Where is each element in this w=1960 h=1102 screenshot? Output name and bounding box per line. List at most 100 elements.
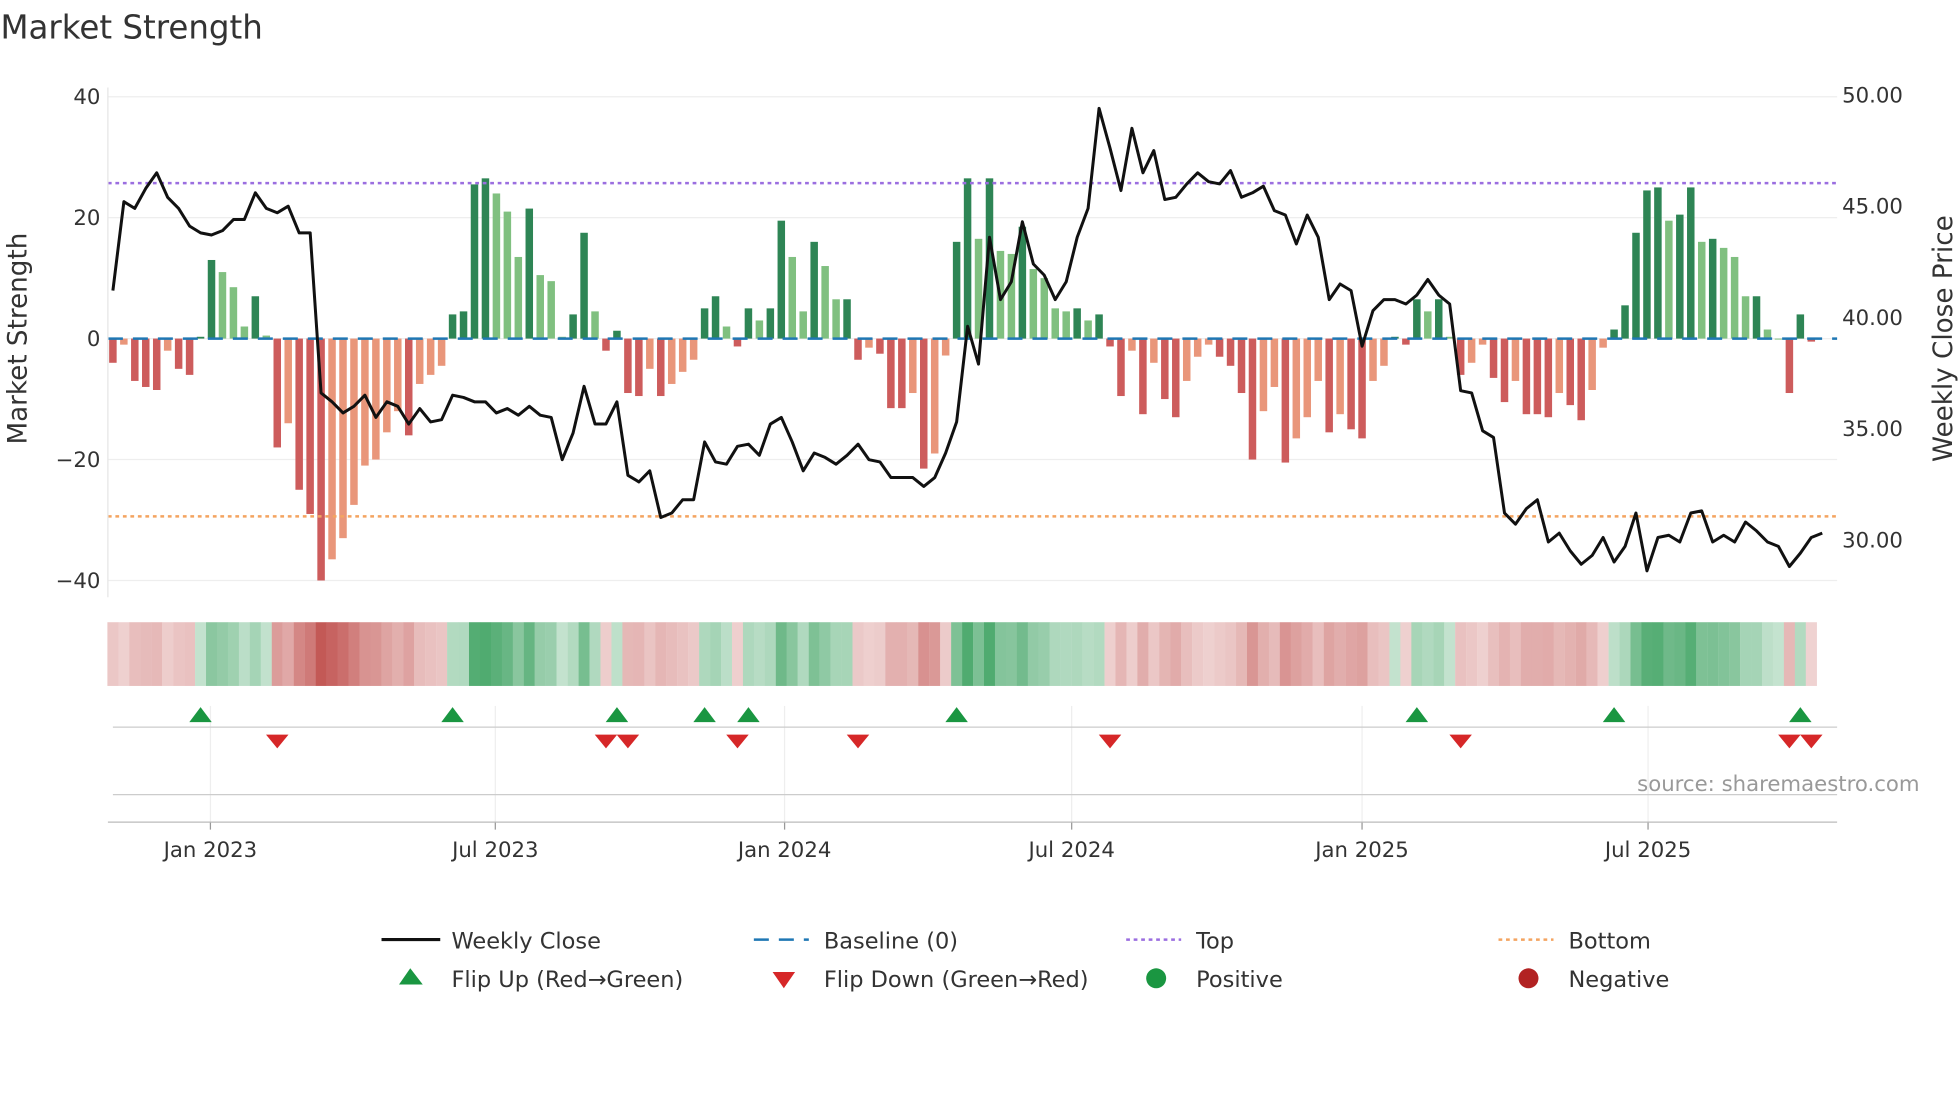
strength-bar [1226, 338, 1235, 366]
chart-title: Market Strength [0, 9, 262, 47]
strength-bar [985, 178, 994, 339]
flip-down-triangle-icon [772, 972, 796, 989]
strength-bar [1730, 256, 1739, 339]
heatmap-cell [1641, 622, 1653, 686]
strength-bar [1062, 311, 1070, 339]
strength-bar [152, 338, 161, 390]
heatmap-cell [173, 622, 185, 686]
strength-bar [295, 338, 303, 490]
heatmap-cell [1104, 622, 1116, 686]
heatmap-cell [162, 622, 174, 686]
heatmap-cell [1334, 622, 1346, 686]
heatmap-cell [1290, 622, 1302, 686]
heatmap-cell [304, 622, 316, 686]
heatmap-cell [414, 622, 426, 686]
heatmap-cell [874, 622, 886, 686]
strength-bar [174, 338, 183, 369]
heatmap-cell [195, 622, 207, 686]
strength-bar [459, 311, 468, 339]
strength-bar [920, 338, 928, 469]
heatmap-cell [1751, 622, 1763, 686]
heatmap-cell [1740, 622, 1752, 686]
strength-bar [229, 287, 238, 339]
heatmap-cell [852, 622, 864, 686]
heatmap-cell [600, 622, 612, 686]
strength-bar [667, 338, 676, 384]
strength-bar [909, 338, 917, 394]
heatmap-cell [479, 622, 492, 686]
heatmap-cell [1542, 622, 1554, 686]
heatmap-cell [1674, 622, 1686, 686]
heatmap-cell [1192, 622, 1204, 686]
y-tick-label: 40 [73, 85, 100, 110]
legend-bottom[interactable]: Bottom [1568, 928, 1650, 954]
heatmap-cell [1016, 622, 1028, 686]
strength-bar [284, 338, 292, 424]
strength-bar [394, 338, 402, 412]
heatmap-cell [315, 622, 327, 686]
legend-baseline[interactable]: Baseline (0) [824, 928, 958, 954]
heatmap-cell [458, 622, 470, 686]
heatmap-cell [1225, 622, 1237, 686]
legend-weekly-close[interactable]: Weekly Close [451, 928, 600, 954]
heatmap-cell [797, 622, 809, 686]
flip-up-marker [693, 707, 716, 723]
heatmap-cell [1696, 622, 1708, 686]
heatmap-cell [721, 622, 733, 686]
heatmap-cell [1301, 622, 1313, 686]
heatmap-cell [1246, 622, 1259, 686]
strength-bar [1347, 338, 1355, 430]
strength-bar [306, 338, 314, 514]
heatmap-cell [1126, 622, 1138, 686]
heatmap-cell [523, 622, 535, 686]
heatmap-cell [589, 622, 601, 686]
heatmap-cell [1389, 622, 1401, 686]
strength-bar [832, 299, 840, 339]
heatmap-cell [1729, 622, 1741, 686]
heatmap-cell [699, 622, 711, 686]
heatmap-cell [1082, 622, 1094, 686]
x-tick-label: Jul 2025 [1603, 838, 1691, 863]
strength-bar [1632, 232, 1640, 339]
strength-bar [1665, 220, 1673, 339]
strength-bar [963, 178, 972, 339]
strength-bar [646, 338, 654, 369]
heatmap-cell [403, 622, 415, 686]
heatmap-cell [1159, 622, 1171, 686]
strength-bar [1566, 338, 1574, 406]
heatmap-cell [447, 622, 459, 686]
heatmap-cell [786, 622, 798, 686]
heatmap-cell [1718, 622, 1730, 686]
heatmap-cell [1477, 622, 1489, 686]
legend: Weekly Close Baseline (0) Top Bottom Fli… [381, 928, 1669, 993]
strength-bar [1380, 338, 1388, 366]
heatmap-cell [1060, 622, 1072, 686]
legend-flip-down[interactable]: Flip Down (Green→Red) [824, 967, 1089, 993]
heatmap-cell [392, 622, 404, 686]
strength-bar [1654, 187, 1662, 339]
heatmap-cell [863, 622, 875, 686]
legend-positive[interactable]: Positive [1196, 967, 1283, 993]
strength-bar [788, 256, 797, 339]
strength-bar [657, 338, 665, 397]
legend-flip-up[interactable]: Flip Up (Red→Green) [451, 967, 683, 993]
heatmap-cell [1597, 622, 1609, 686]
legend-negative[interactable]: Negative [1568, 967, 1669, 993]
strength-bar [1456, 338, 1465, 375]
heatmap-cell [1531, 622, 1543, 686]
strength-bar [1676, 214, 1684, 339]
strength-bar [810, 241, 818, 339]
heatmap-cell [1115, 622, 1127, 686]
heatmap-cell [753, 622, 766, 686]
flip-down-marker [266, 734, 289, 749]
heatmap-cell [1630, 622, 1642, 686]
strength-bar [1193, 338, 1202, 357]
strength-bar [1610, 329, 1618, 339]
heatmap-cell [1071, 622, 1083, 686]
flip-up-triangle-icon [399, 968, 423, 985]
strength-bar [1128, 338, 1136, 351]
legend-top[interactable]: Top [1195, 928, 1234, 954]
strength-bar [207, 259, 216, 339]
strength-bar [887, 338, 895, 409]
flip-down-marker [616, 734, 640, 749]
